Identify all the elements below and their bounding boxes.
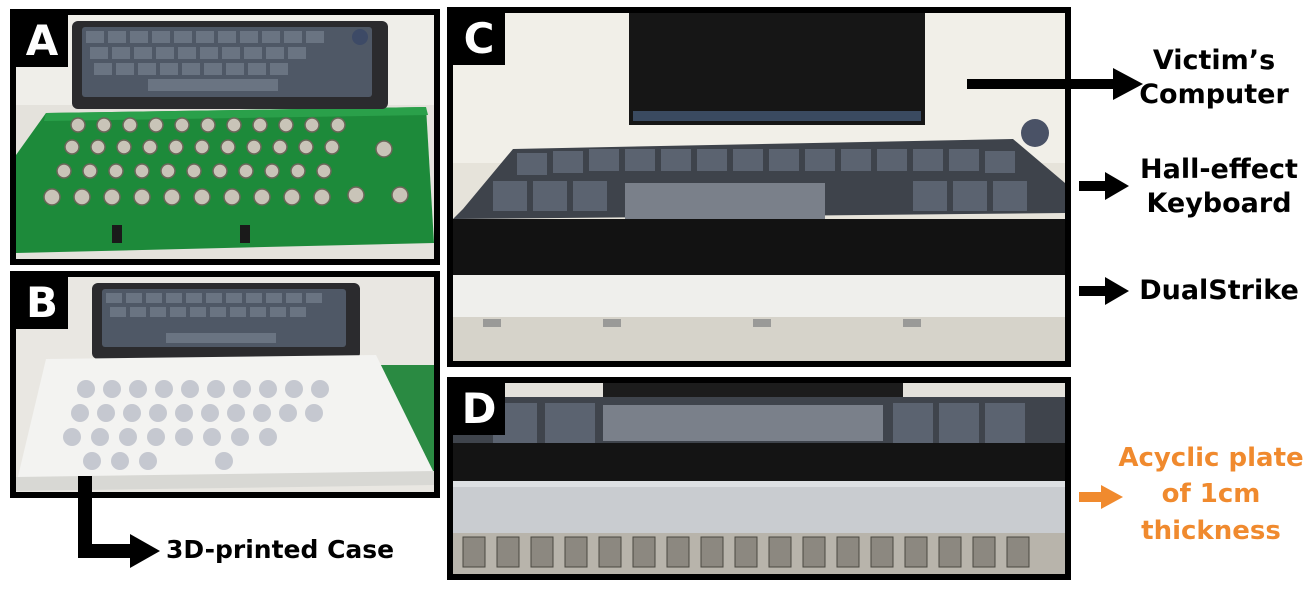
keyboard-arrow-icon <box>1079 172 1129 200</box>
panel-b-letter: B <box>16 277 68 329</box>
keyboard-on-case-photo <box>16 277 434 492</box>
victim-arrow-icon <box>967 68 1143 100</box>
panel-d-letter: D <box>453 383 505 435</box>
victim-label-line1: Victim’s <box>1152 45 1276 76</box>
acrylic-label-line3: thickness <box>1141 515 1281 546</box>
panel-a-photo: A <box>10 9 440 265</box>
acrylic-plate-closeup-photo <box>453 383 1065 574</box>
victim-label-line2: Computer <box>1139 78 1289 110</box>
dualstrike-label: DualStrike <box>1139 275 1299 306</box>
panel-a-letter: A <box>16 15 68 67</box>
panel-b-photo: B <box>10 271 440 498</box>
case-arrow-icon <box>78 476 160 568</box>
acrylic-arrow-icon <box>1079 485 1123 509</box>
acrylic-label-line1: Acyclic plate <box>1118 443 1304 473</box>
panel-c-photo: C <box>447 7 1071 367</box>
case-label: 3D-printed Case <box>166 535 395 564</box>
panel-d-photo: D <box>447 377 1071 580</box>
acrylic-label-line2: of 1cm <box>1161 479 1261 510</box>
keyboard-label-line1: Hall-effect <box>1140 154 1298 185</box>
keyboard-label: Hall-effect Keyboard <box>1130 153 1308 221</box>
keyboard-and-pcb-photo <box>16 15 434 259</box>
setup-side-view-photo <box>453 13 1065 361</box>
panel-c-letter: C <box>453 13 505 65</box>
victim-label: Victim’s Computer <box>1134 44 1294 112</box>
acrylic-label: Acyclic plate of 1cm thickness <box>1110 440 1312 549</box>
dualstrike-arrow-icon <box>1079 277 1129 305</box>
keyboard-label-line2: Keyboard <box>1146 187 1292 219</box>
